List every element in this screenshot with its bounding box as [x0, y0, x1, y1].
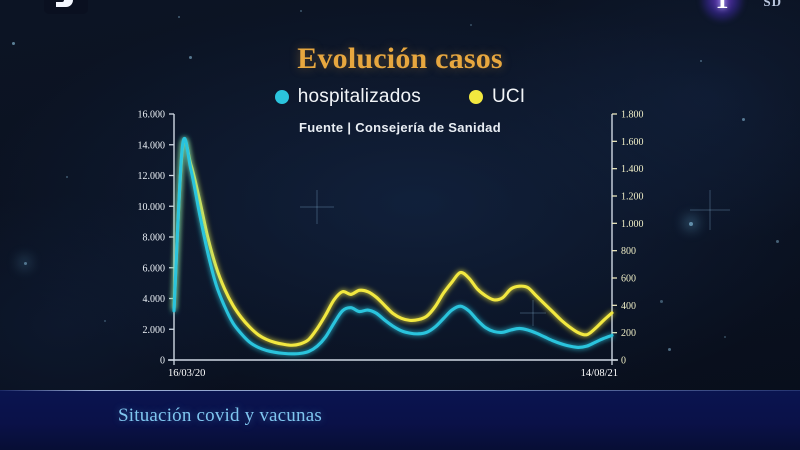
svg-text:0: 0: [160, 356, 165, 367]
svg-text:16.000: 16.000: [138, 110, 166, 121]
svg-text:2.000: 2.000: [143, 325, 166, 336]
bar-divider-rule: [0, 390, 800, 391]
la1-channel-logo: 1: [699, 0, 745, 23]
svg-text:1.000: 1.000: [621, 219, 644, 230]
svg-text:200: 200: [621, 328, 636, 339]
star-dot: [66, 176, 68, 178]
star-dot: [742, 118, 745, 121]
y-axis-right: 1.800 1.600 1.400 1.200 1.000 800 600 400 200 0: [611, 110, 644, 367]
star-dot: [24, 262, 27, 265]
quality-badge: SD: [763, 0, 782, 9]
svg-text:1.200: 1.200: [621, 192, 644, 203]
star-dot: [700, 60, 702, 62]
star-dot: [470, 24, 472, 26]
svg-text:14.000: 14.000: [138, 140, 166, 151]
svg-text:14/08/21: 14/08/21: [581, 368, 618, 379]
star-dot: [189, 56, 192, 59]
la1-glow-decoration: [699, 0, 745, 23]
svg-text:12.000: 12.000: [138, 171, 166, 182]
svg-text:16/03/20: 16/03/20: [168, 368, 205, 379]
legend-item-uci[interactable]: UCI: [468, 86, 526, 108]
series-line-hospitalizados: [172, 136, 614, 356]
x-axis: 16/03/20 14/08/21: [168, 359, 618, 379]
star-glow: [18, 256, 31, 269]
svg-text:1.800: 1.800: [621, 110, 644, 121]
star-dot: [178, 16, 180, 18]
y-axis-left: 16.000 14.000 12.000 10.000 8.000 6.000 4.000 2…: [138, 110, 175, 367]
series-line-uci: [172, 138, 614, 347]
source-attribution: Fuente | Consejería de Sanidad: [299, 120, 501, 135]
svg-text:1.400: 1.400: [621, 164, 644, 175]
svg-text:600: 600: [621, 274, 636, 285]
star-dot: [724, 336, 726, 338]
legend-dot-hospitalizados-icon: [274, 90, 289, 104]
svg-text:400: 400: [621, 301, 636, 312]
telediario-logo: [44, 0, 88, 14]
page-title: Evolución casos: [297, 42, 503, 75]
legend-item-hospitalizados[interactable]: hospitalizados: [274, 86, 421, 108]
svg-text:800: 800: [621, 246, 636, 257]
svg-text:6.000: 6.000: [143, 263, 166, 274]
star-dot: [12, 42, 15, 45]
chart-legend: hospitalizados UCI: [0, 86, 800, 108]
chart-header: Evolución casos hospitalizados UCI Fuent…: [0, 44, 800, 135]
svg-text:4.000: 4.000: [143, 294, 166, 305]
broadcast-bottom-bar: Situación covid y vacunas: [0, 390, 800, 450]
la1-channel-number: 1: [716, 0, 729, 13]
star-dot: [660, 300, 663, 303]
legend-label-uci: UCI: [491, 86, 526, 107]
svg-text:10.000: 10.000: [138, 202, 166, 213]
star-dot: [668, 348, 671, 351]
d-letter-icon: [56, 0, 73, 7]
svg-text:1.600: 1.600: [621, 137, 644, 148]
legend-dot-uci-icon: [468, 90, 483, 104]
legend-label-hospitalizados: hospitalizados: [297, 86, 421, 107]
svg-text:0: 0: [621, 356, 626, 367]
star-dot: [104, 320, 106, 322]
svg-text:8.000: 8.000: [143, 233, 166, 244]
ticker-headline: Situación covid y vacunas: [118, 405, 322, 426]
star-dot: [300, 10, 302, 12]
star-dot: [776, 240, 779, 243]
